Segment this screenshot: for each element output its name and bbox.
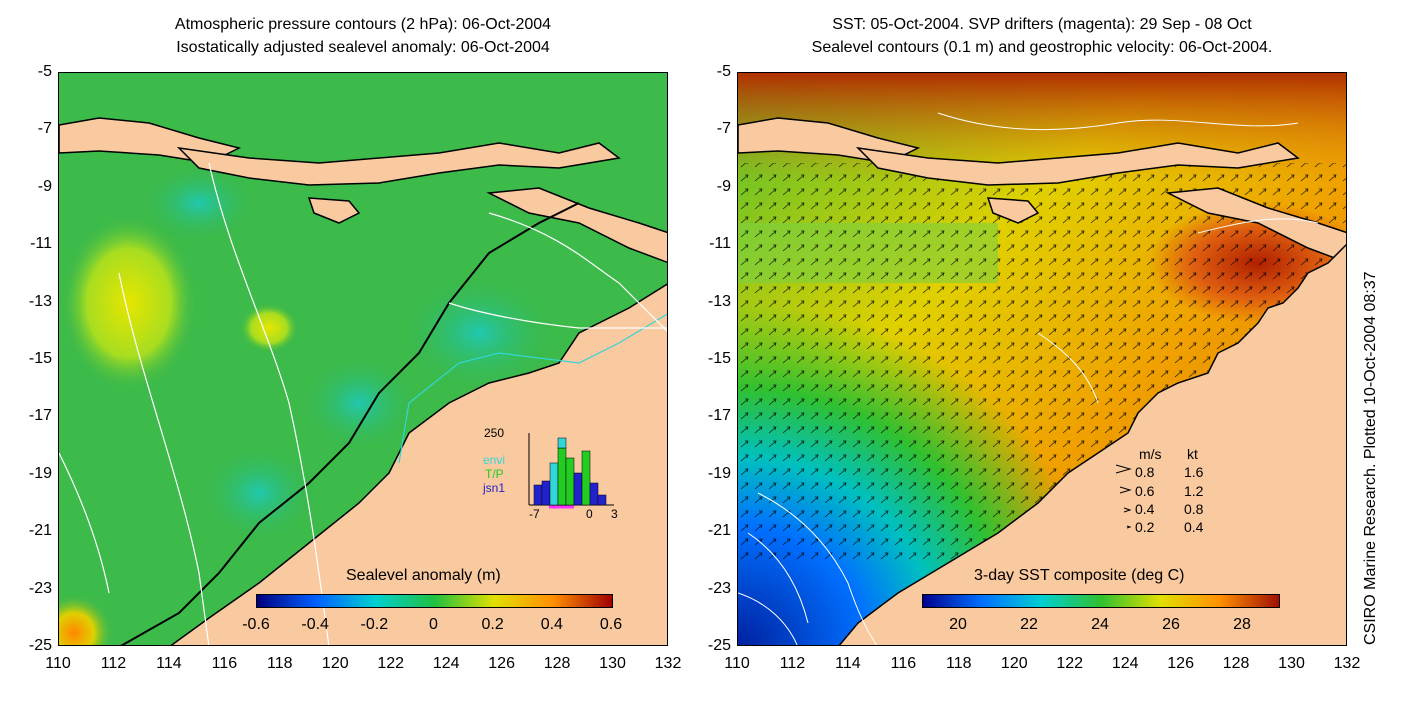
- left-title-line1: Atmospheric pressure contours (2 hPa): 0…: [174, 16, 552, 33]
- right-x-tick-6: 122: [1056, 655, 1084, 672]
- left-x-tick-2: 114: [156, 655, 182, 672]
- speed-legend-header-ms: m/s: [1139, 446, 1162, 462]
- left-cb-tick-3: 0: [429, 616, 438, 633]
- right-y-tick-7: -19: [707, 464, 731, 482]
- left-map-graphic: [59, 73, 667, 645]
- right-y-tick-5: -15: [707, 350, 731, 367]
- left-cb-tick-1: -0.4: [301, 616, 329, 633]
- speed-legend-kt-1: 1.2: [1184, 483, 1204, 499]
- right-title-line2: Sealevel contours (0.1 m) and geostrophi…: [811, 39, 1273, 56]
- left-title-line2: Isostatically adjusted sealevel anomaly:…: [176, 39, 550, 56]
- left-cb-tick-6: 0.6: [599, 616, 623, 633]
- left-y-tick-8: -21: [28, 522, 52, 540]
- left-x-tick-5: 120: [321, 655, 349, 672]
- left-y-tick-7: -19: [28, 464, 52, 482]
- right-x-tick-0: 110: [724, 655, 750, 672]
- left-x-tick-10: 130: [599, 655, 626, 672]
- right-cb-tick-1: 22: [1020, 616, 1038, 633]
- right-x-tick-8: 126: [1167, 655, 1194, 672]
- left-x-tick-4: 118: [267, 655, 293, 672]
- right-y-tick-9: -23: [707, 579, 731, 597]
- right-cb-tick-2: 24: [1091, 616, 1109, 633]
- left-colorbar: [256, 594, 613, 608]
- speed-legend-ms-3: 0.2: [1135, 519, 1155, 535]
- left-x-tick-1: 112: [100, 655, 127, 672]
- speed-legend-kt-0: 1.6: [1184, 464, 1204, 480]
- right-y-tick-8: -21: [707, 522, 731, 540]
- left-cb-tick-0: -0.6: [242, 616, 270, 633]
- right-y-tick-10: -25: [707, 637, 731, 654]
- right-x-tick-3: 116: [890, 655, 917, 672]
- left-y-tick-10: -25: [28, 637, 52, 654]
- right-colorbar-label: 3-day SST composite (deg C): [974, 567, 1185, 584]
- left-x-tick-9: 128: [543, 655, 571, 672]
- right-map-graphic: [738, 73, 1346, 645]
- right-y-tick-1: -7: [716, 120, 731, 138]
- left-x-tick-8: 126: [488, 655, 515, 672]
- left-x-tick-3: 116: [211, 655, 238, 672]
- speed-legend-header-kt: kt: [1187, 446, 1198, 462]
- right-cb-tick-4: 28: [1233, 616, 1251, 633]
- left-x-tick-11: 132: [654, 655, 682, 672]
- right-x-tick-2: 114: [835, 655, 861, 672]
- left-y-tick-1: -7: [37, 120, 52, 138]
- right-y-tick-4: -13: [707, 292, 731, 310]
- hist-xtick-max: 3: [611, 507, 618, 521]
- hist-xtick-zero: 0: [586, 507, 593, 521]
- hist-legend-jsn1: jsn1: [483, 481, 506, 495]
- left-x-tick-6: 122: [377, 655, 405, 672]
- speed-legend-kt-2: 0.8: [1184, 501, 1204, 517]
- left-map: Sealevel anomaly (m) -0.6 -0.4 -0.2 0 0.2 0.4…: [58, 72, 668, 646]
- right-title-line1: SST: 05-Oct-2004. SVP drifters (magenta)…: [832, 16, 1252, 33]
- right-x-tick-1: 112: [779, 655, 806, 672]
- right-cb-tick-3: 26: [1162, 616, 1180, 633]
- right-x-tick-11: 132: [1333, 655, 1361, 672]
- right-x-tick-9: 128: [1222, 655, 1250, 672]
- right-x-tick-10: 130: [1278, 655, 1305, 672]
- left-y-tick-5: -15: [28, 350, 52, 367]
- speed-legend-ms-1: 0.6: [1135, 483, 1155, 499]
- right-y-tick-2: -9: [716, 177, 731, 195]
- right-y-tick-0: -5: [716, 63, 731, 80]
- hist-legend-tp: T/P: [485, 467, 504, 481]
- right-y-tick-3: -11: [709, 235, 731, 253]
- speed-legend-kt-3: 0.4: [1184, 519, 1204, 535]
- right-cb-tick-0: 20: [949, 616, 967, 633]
- side-credit-text: CSIRO Marine Research. Plotted 10-Oct-20…: [1362, 271, 1379, 645]
- left-y-tick-9: -23: [28, 579, 52, 597]
- right-colorbar: [922, 594, 1280, 608]
- right-x-tick-7: 124: [1111, 655, 1139, 672]
- left-y-tick-6: -17: [28, 407, 52, 425]
- left-y-tick-2: -9: [37, 177, 52, 195]
- right-map: m/s kt 0.8 1.6 0.6 1.2 0.4 0.8 0.2 0.4 3…: [737, 72, 1347, 646]
- left-cb-tick-5: 0.4: [540, 616, 563, 633]
- left-colorbar-label: Sealevel anomaly (m): [346, 567, 501, 584]
- left-x-tick-0: 110: [45, 655, 71, 672]
- left-x-tick-7: 124: [432, 655, 460, 672]
- left-y-tick-0: -5: [37, 63, 52, 80]
- right-x-tick-4: 118: [946, 655, 972, 672]
- hist-ymax-label: 250: [484, 426, 505, 440]
- left-cb-tick-2: -0.2: [360, 616, 389, 633]
- hist-xtick-min: -7: [529, 507, 540, 521]
- speed-legend-ms-0: 0.8: [1135, 464, 1155, 480]
- left-y-tick-4: -13: [28, 292, 52, 310]
- hist-legend-envi: envi: [483, 453, 506, 467]
- right-x-tick-5: 120: [1000, 655, 1028, 672]
- left-cb-tick-4: 0.2: [481, 616, 504, 633]
- left-y-tick-3: -11: [30, 235, 52, 253]
- histogram-inset: [528, 433, 614, 509]
- right-y-tick-6: -17: [707, 407, 731, 425]
- speed-legend-ms-2: 0.4: [1135, 501, 1155, 517]
